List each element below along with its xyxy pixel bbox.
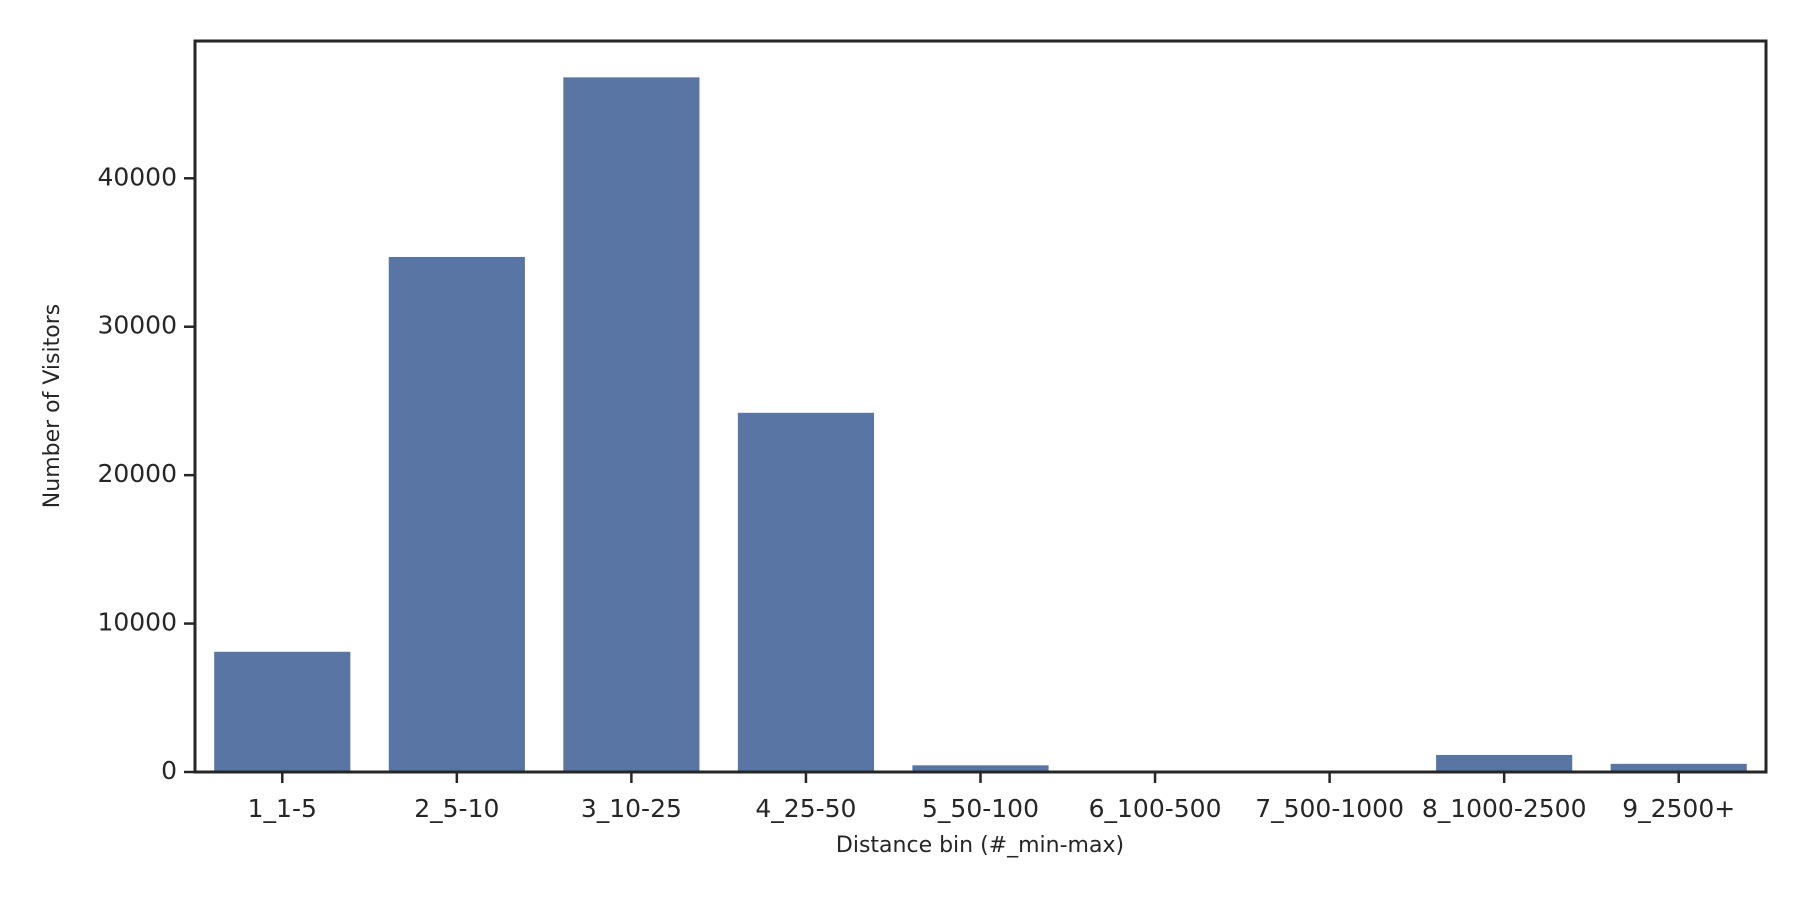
x-tick-label: 1_1-5 bbox=[248, 794, 317, 823]
y-axis-label: Number of Visitors bbox=[40, 304, 65, 508]
bar bbox=[388, 256, 525, 772]
x-tick-label: 9_2500+ bbox=[1622, 794, 1735, 823]
plot-frame bbox=[193, 39, 1768, 774]
x-tick-label: 3_10-25 bbox=[581, 794, 682, 823]
bar bbox=[912, 765, 1049, 772]
x-tick-label: 4_25-50 bbox=[755, 794, 856, 823]
x-axis-label: Distance bin (#_min-max) bbox=[836, 833, 1124, 858]
bar bbox=[563, 77, 700, 773]
bar bbox=[737, 412, 875, 772]
y-tick-label: 30000 bbox=[97, 311, 177, 340]
bar bbox=[1610, 763, 1747, 772]
y-tick-label: 40000 bbox=[97, 162, 177, 191]
x-tick-label: 5_50-100 bbox=[922, 794, 1039, 823]
bar bbox=[1436, 754, 1573, 772]
x-tick-label: 2_5-10 bbox=[414, 794, 499, 823]
x-tick-label: 6_100-500 bbox=[1089, 794, 1222, 823]
y-tick-label: 10000 bbox=[97, 608, 177, 637]
y-tick-label: 0 bbox=[161, 756, 177, 785]
x-tick-label: 7_500-1000 bbox=[1255, 794, 1404, 823]
y-tick-label: 20000 bbox=[97, 459, 177, 488]
bar bbox=[214, 651, 351, 772]
x-tick-label: 8_1000-2500 bbox=[1422, 794, 1587, 823]
